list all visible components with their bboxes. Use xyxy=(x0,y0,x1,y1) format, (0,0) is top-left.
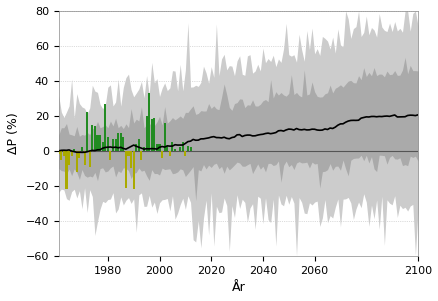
Bar xyxy=(173,149,176,151)
Bar xyxy=(140,151,142,160)
Bar xyxy=(127,151,129,156)
Bar xyxy=(158,144,160,151)
Bar xyxy=(155,144,158,151)
Bar xyxy=(153,118,155,151)
Bar xyxy=(117,133,119,151)
Bar xyxy=(73,149,75,151)
Bar xyxy=(169,151,170,156)
Bar xyxy=(94,126,96,151)
Bar xyxy=(71,151,73,156)
Bar xyxy=(104,104,106,151)
Bar xyxy=(143,147,145,151)
Bar xyxy=(114,138,117,151)
Bar xyxy=(57,151,60,154)
Bar xyxy=(124,151,127,188)
Bar xyxy=(132,151,134,189)
Bar xyxy=(76,151,78,172)
Bar xyxy=(166,146,168,151)
Bar xyxy=(60,151,62,160)
Bar xyxy=(148,93,150,151)
Bar xyxy=(135,144,137,151)
Bar xyxy=(187,146,189,151)
Bar xyxy=(63,151,65,156)
Bar xyxy=(83,151,85,165)
Bar xyxy=(81,147,83,151)
Bar xyxy=(65,151,67,189)
Y-axis label: ΔP (%): ΔP (%) xyxy=(7,113,20,154)
Bar xyxy=(145,116,147,151)
Bar xyxy=(179,147,181,151)
Bar xyxy=(122,137,124,151)
Bar xyxy=(101,142,103,151)
Bar xyxy=(181,142,184,151)
Bar xyxy=(86,112,88,151)
Bar xyxy=(189,147,191,151)
Bar xyxy=(120,133,121,151)
Bar xyxy=(130,151,132,168)
Bar xyxy=(88,151,91,166)
Bar xyxy=(99,135,101,151)
Bar xyxy=(184,151,186,156)
Bar xyxy=(68,151,70,165)
Bar xyxy=(161,151,163,158)
Bar xyxy=(112,138,114,151)
Bar xyxy=(96,135,98,151)
Bar xyxy=(106,137,109,151)
Bar xyxy=(163,123,166,151)
Bar xyxy=(171,142,173,151)
X-axis label: År: År xyxy=(231,281,245,294)
Bar xyxy=(78,151,80,158)
Bar xyxy=(150,119,152,151)
Bar xyxy=(109,151,111,160)
Bar xyxy=(91,125,93,151)
Bar xyxy=(138,138,140,151)
